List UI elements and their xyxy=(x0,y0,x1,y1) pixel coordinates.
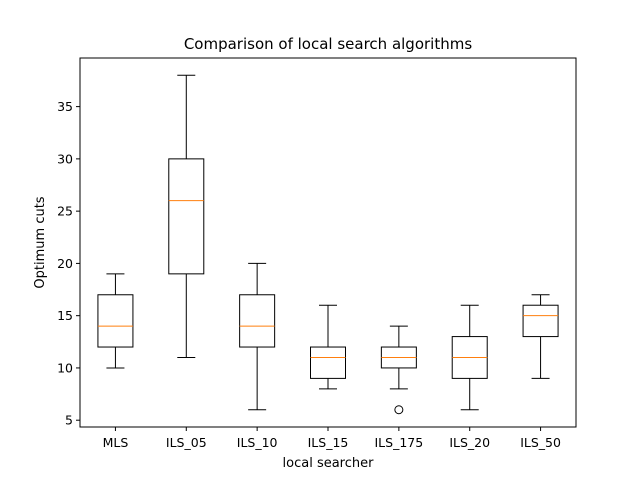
chart-title: Comparison of local search algorithms xyxy=(184,35,473,53)
y-tick-label: 15 xyxy=(57,308,73,323)
x-tick-label: ILS_175 xyxy=(375,435,424,450)
x-tick-label: MLS xyxy=(103,435,129,450)
y-axis-label: Optimum cuts xyxy=(33,196,48,288)
y-tick-label: 20 xyxy=(57,256,73,271)
box-ILS_50 xyxy=(522,304,559,338)
box-ILS_10 xyxy=(239,294,276,348)
box-ILS_05 xyxy=(168,158,205,275)
x-tick-label: ILS_50 xyxy=(520,435,561,450)
y-tick-label: 35 xyxy=(57,99,73,114)
x-tick-label: ILS_10 xyxy=(237,435,278,450)
y-tick-label: 10 xyxy=(57,360,73,375)
x-axis-label: local searcher xyxy=(283,456,375,471)
y-tick-label: 25 xyxy=(57,204,73,219)
flier-point xyxy=(394,405,404,415)
x-tick-label: ILS_20 xyxy=(449,435,490,450)
x-tick-label: ILS_05 xyxy=(166,435,207,450)
plot-frame xyxy=(79,57,577,428)
y-tick-label: 30 xyxy=(57,151,73,166)
x-tick-label: ILS_15 xyxy=(308,435,349,450)
box-ILS_15 xyxy=(310,346,346,379)
box-MLS xyxy=(97,294,134,348)
y-tick-label: 5 xyxy=(65,413,73,428)
plot-area: 5 10 15 20 25 30 35 MLS ILS_05 ILS_10 ILS_15 ILS_17… xyxy=(57,74,561,450)
